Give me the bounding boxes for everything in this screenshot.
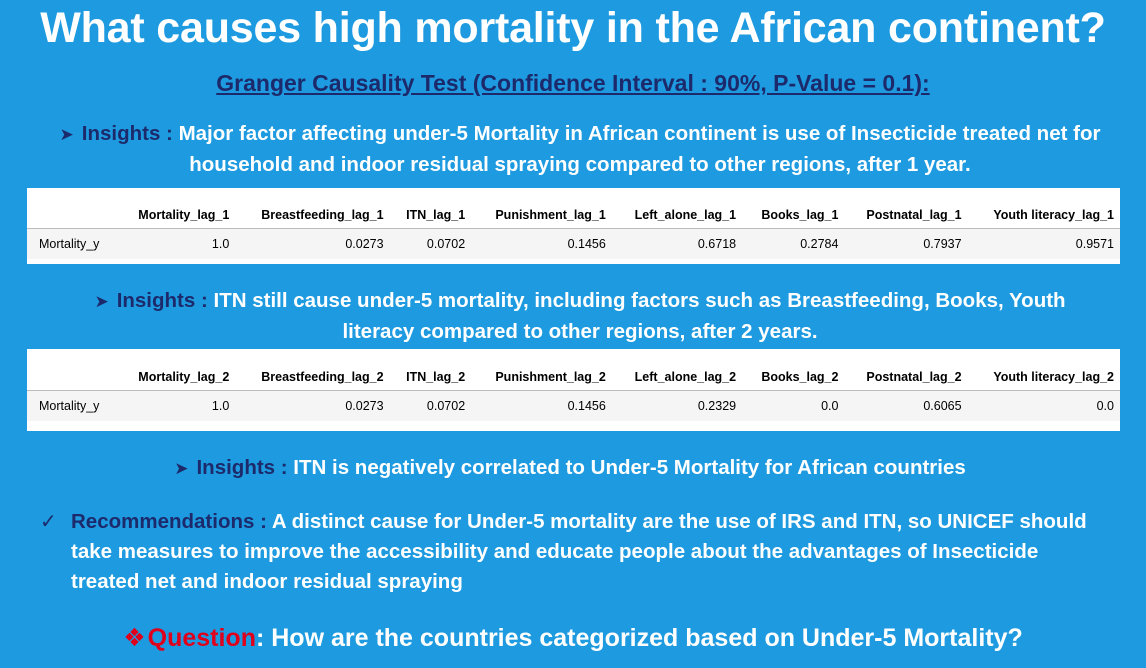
page-title: What causes high mortality in the Africa… [40, 4, 1106, 52]
table-cell: 0.0 [821, 399, 839, 413]
table-cell: 0.1456 [567, 237, 606, 251]
table-cell: 0.0273 [345, 237, 384, 251]
table-cell: 0.2784 [800, 237, 839, 251]
column-header: Youth literacy_lag_1 [993, 208, 1114, 222]
column-header: Mortality_lag_2 [138, 370, 230, 384]
table-cell: 0.6718 [697, 237, 737, 251]
table-cell: 0.7937 [923, 237, 962, 251]
insight-2: ➤ Insights : ITN still cause under-5 mort… [60, 286, 1100, 347]
column-header: Youth literacy_lag_2 [993, 370, 1114, 384]
column-header: Postnatal_lag_1 [866, 208, 962, 222]
arrow-bullet-icon: ➤ [59, 125, 74, 144]
table-cell: 1.0 [211, 399, 230, 413]
diamond-bullet-icon: ❖ [123, 624, 146, 652]
column-header: Punishment_lag_1 [495, 208, 606, 222]
insight-1-text: Major factor affecting under-5 Mortality… [178, 122, 1101, 176]
column-header: Breastfeeding_lag_1 [261, 208, 384, 222]
table-cell: 0.0702 [426, 399, 466, 413]
question-text: : How are the countries categorized base… [255, 624, 1023, 652]
table-cell: 0.0 [1096, 399, 1114, 413]
insight-3-lead: Insights : [196, 456, 288, 479]
table-header-row: Mortality_lag_1 Breastfeeding_lag_1 ITN_… [27, 204, 1120, 229]
table-row: Mortality_y 1.0 0.0273 0.0702 0.1456 0.2… [27, 390, 1120, 421]
arrow-bullet-icon: ➤ [94, 292, 109, 311]
insight-2-lead: Insights : [116, 289, 208, 312]
recommendation-lead: Recommendations : [71, 510, 267, 533]
table-cell: 0.6065 [923, 399, 962, 413]
table-cell: 1.0 [211, 237, 230, 251]
table-cell: 0.0702 [426, 237, 466, 251]
column-header: Books_lag_1 [761, 208, 839, 222]
column-header: Breastfeeding_lag_2 [261, 370, 384, 384]
table-cell: 0.0273 [345, 399, 384, 413]
recommendation-text: A distinct cause for Under-5 mortality a… [71, 510, 1087, 593]
column-header: Left_alone_lag_2 [634, 370, 737, 384]
column-header: Left_alone_lag_1 [634, 208, 737, 222]
column-header: Mortality_lag_1 [138, 208, 230, 222]
table-cell: 0.9571 [1075, 237, 1114, 251]
row-label: Mortality_y [39, 237, 100, 251]
insight-1: ➤ Insights : Major factor affecting under… [40, 119, 1120, 180]
subtitle: Granger Causality Test (Confidence Inter… [216, 70, 930, 96]
insight-1-lead: Insights : [81, 122, 173, 145]
table-header-row: Mortality_lag_2 Breastfeeding_lag_2 ITN_… [27, 366, 1120, 391]
table-row: Mortality_y 1.0 0.0273 0.0702 0.1456 0.6… [27, 228, 1120, 259]
checkmark-icon: ✓ [40, 511, 57, 533]
question-word: Question [147, 624, 256, 652]
insight-2-text: ITN still cause under-5 mortality, inclu… [213, 289, 1066, 343]
column-header: Punishment_lag_2 [495, 370, 606, 384]
table-cell: 0.1456 [567, 399, 606, 413]
insight-3-text: ITN is negatively correlated to Under-5 … [293, 456, 966, 479]
question: ❖Question: How are the countries categor… [0, 623, 1146, 653]
row-label: Mortality_y [39, 399, 100, 413]
arrow-bullet-icon: ➤ [174, 459, 189, 478]
column-header: Books_lag_2 [761, 370, 839, 384]
insight-3: ➤ Insights : ITN is negatively correlated… [60, 453, 1080, 484]
recommendation: ✓ Recommendations : A distinct cause for… [40, 507, 1100, 597]
column-header: ITN_lag_2 [406, 370, 466, 384]
granger-table-lag-2: Mortality_lag_2 Breastfeeding_lag_2 ITN_… [27, 349, 1120, 431]
table-cell: 0.2329 [697, 399, 737, 413]
column-header: ITN_lag_1 [406, 208, 466, 222]
granger-table-lag-1: Mortality_lag_1 Breastfeeding_lag_1 ITN_… [27, 188, 1120, 264]
column-header: Postnatal_lag_2 [866, 370, 962, 384]
